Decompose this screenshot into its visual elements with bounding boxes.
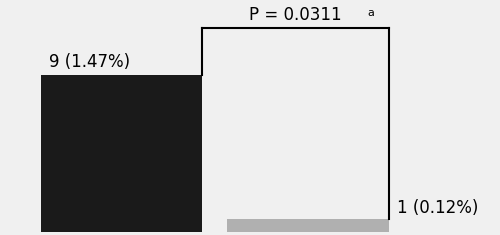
- Bar: [41, 74, 202, 232]
- Text: 1 (0.12%): 1 (0.12%): [396, 199, 478, 217]
- Bar: [228, 219, 388, 232]
- Text: a: a: [368, 8, 374, 18]
- Text: P = 0.0311: P = 0.0311: [249, 6, 342, 24]
- Text: 9 (1.47%): 9 (1.47%): [49, 53, 130, 71]
